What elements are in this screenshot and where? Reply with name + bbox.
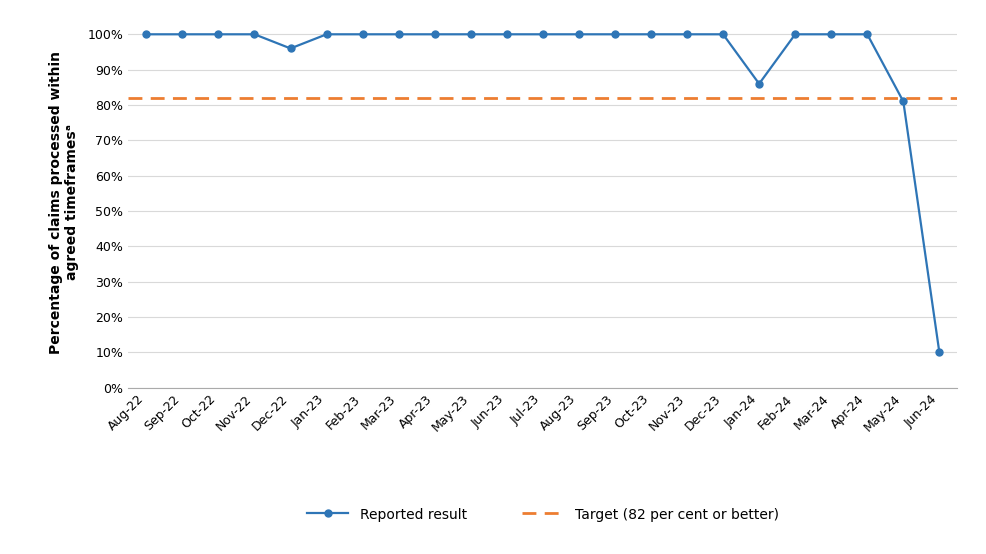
Reported result bbox=[248, 31, 260, 38]
Reported result bbox=[464, 31, 476, 38]
Reported result bbox=[500, 31, 512, 38]
Reported result bbox=[717, 31, 729, 38]
Reported result bbox=[896, 98, 908, 105]
Legend: Reported result, Target (82 per cent or better): Reported result, Target (82 per cent or … bbox=[307, 508, 778, 522]
Reported result bbox=[573, 31, 585, 38]
Reported result bbox=[140, 31, 152, 38]
Reported result bbox=[320, 31, 332, 38]
Reported result bbox=[752, 80, 764, 87]
Reported result bbox=[861, 31, 873, 38]
Reported result bbox=[789, 31, 801, 38]
Y-axis label: Percentage of claims processed within
agreed timeframesᵃ: Percentage of claims processed within ag… bbox=[49, 51, 79, 353]
Reported result bbox=[356, 31, 368, 38]
Reported result bbox=[824, 31, 836, 38]
Target (82 per cent or better) bbox=[176, 95, 188, 101]
Reported result bbox=[392, 31, 404, 38]
Line: Reported result: Reported result bbox=[143, 31, 942, 356]
Reported result bbox=[212, 31, 224, 38]
Reported result bbox=[645, 31, 657, 38]
Reported result bbox=[284, 45, 296, 52]
Reported result bbox=[680, 31, 692, 38]
Reported result bbox=[608, 31, 620, 38]
Target (82 per cent or better) bbox=[140, 95, 152, 101]
Reported result bbox=[536, 31, 548, 38]
Reported result bbox=[933, 349, 945, 356]
Reported result bbox=[428, 31, 440, 38]
Reported result bbox=[176, 31, 188, 38]
